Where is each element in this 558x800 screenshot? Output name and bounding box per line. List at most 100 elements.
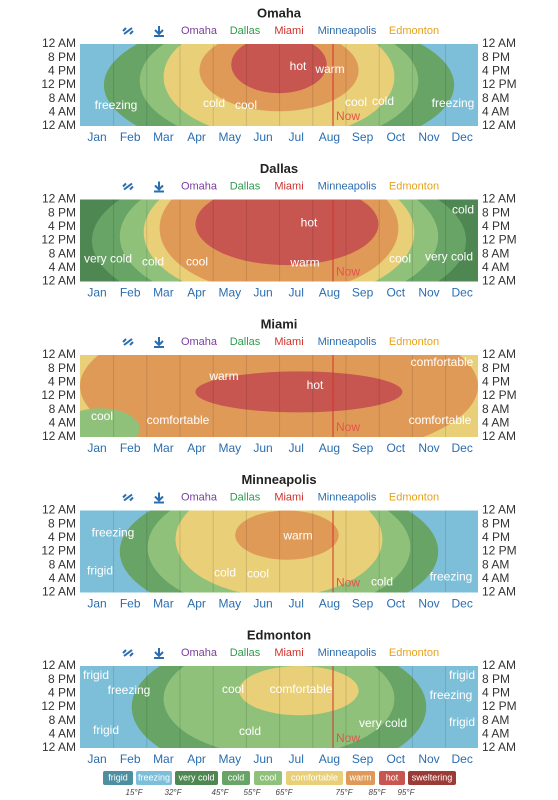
month-label: May (218, 752, 241, 766)
hour-label: 4 PM (482, 686, 510, 700)
city-link[interactable]: Omaha (181, 491, 218, 503)
hour-label: 12 AM (42, 118, 76, 132)
link-icon[interactable] (122, 649, 134, 657)
city-link[interactable]: Minneapolis (318, 180, 377, 192)
icon-shape (154, 26, 164, 37)
month-label: May (218, 286, 241, 300)
city-link[interactable]: Miami (274, 180, 303, 192)
panel-title: Dallas (260, 161, 298, 176)
now-label: Now (336, 109, 360, 123)
city-link[interactable]: Minneapolis (318, 491, 377, 503)
city-link[interactable]: Edmonton (389, 336, 439, 348)
region (239, 666, 359, 716)
city-link[interactable]: Miami (274, 25, 303, 37)
legend-label: hot (386, 772, 399, 782)
city-link[interactable]: Minneapolis (318, 336, 377, 348)
hour-label: 8 PM (482, 361, 510, 375)
link-icon[interactable] (122, 493, 134, 502)
download-icon[interactable] (154, 492, 164, 504)
city-link[interactable]: Dallas (230, 336, 261, 348)
panel: Edmonton Omaha Dallas Miami Minneapolis Edmon… (41, 627, 516, 766)
download-icon[interactable] (154, 181, 164, 193)
region-label: warm (282, 529, 312, 543)
link-icon[interactable] (122, 27, 134, 35)
hour-label: 4 AM (49, 416, 76, 430)
panel-title: Edmonton (247, 627, 311, 642)
hour-label: 8 PM (482, 672, 510, 686)
download-icon[interactable] (154, 26, 164, 37)
month-label: Dec (452, 752, 473, 766)
panel-title: Minneapolis (241, 472, 316, 487)
hour-label: 12 PM (41, 699, 76, 713)
month-label: Nov (418, 441, 439, 455)
month-label: Aug (319, 597, 340, 611)
city-link[interactable]: Dallas (230, 180, 261, 192)
region-label: cold (372, 94, 394, 108)
download-icon[interactable] (154, 337, 164, 348)
month-label: Sep (352, 441, 374, 455)
hour-label: 12 AM (42, 36, 76, 50)
region-label: frigid (449, 668, 475, 682)
hour-label: 12 AM (482, 192, 516, 206)
region-label: freezing (432, 96, 475, 110)
month-label: Oct (386, 441, 405, 455)
region-label: cold (214, 566, 236, 580)
region-label: cool (345, 95, 367, 109)
legend-swatch (408, 771, 456, 785)
hour-label: 4 PM (482, 219, 510, 233)
city-link[interactable]: Miami (274, 647, 303, 659)
legend-label: comfortable (291, 772, 338, 782)
hour-label: 8 PM (48, 50, 76, 64)
region-label: warm (314, 62, 344, 76)
legend-swatch (103, 771, 133, 785)
month-label: Feb (120, 130, 141, 144)
region-label: comfortable (411, 355, 474, 369)
hour-label: 12 AM (482, 347, 516, 361)
city-link[interactable]: Edmonton (389, 180, 439, 192)
city-link[interactable]: Omaha (181, 647, 218, 659)
city-link[interactable]: Edmonton (389, 647, 439, 659)
city-link[interactable]: Omaha (181, 180, 218, 192)
legend-swatch (346, 771, 375, 785)
region-label: cold (203, 96, 225, 110)
city-link[interactable]: Omaha (181, 25, 218, 37)
hour-label: 8 AM (49, 246, 76, 260)
region-label: cold (239, 724, 261, 738)
city-link[interactable]: Minneapolis (318, 25, 377, 37)
month-label: May (218, 597, 241, 611)
icon-shape (122, 182, 134, 191)
hour-label: 12 AM (42, 740, 76, 754)
hour-label: 4 AM (482, 105, 509, 119)
city-link[interactable]: Edmonton (389, 491, 439, 503)
region-label: frigid (83, 668, 109, 682)
link-icon[interactable] (122, 338, 134, 346)
hour-label: 12 AM (42, 658, 76, 672)
city-link[interactable]: Minneapolis (318, 647, 377, 659)
city-link[interactable]: Miami (274, 336, 303, 348)
region-label: comfortable (270, 682, 333, 696)
month-label: Mar (153, 752, 174, 766)
region-label: cold (142, 255, 164, 269)
legend-threshold: 95°F (398, 788, 416, 797)
hour-label: 8 AM (49, 402, 76, 416)
month-label: Apr (187, 597, 206, 611)
city-link[interactable]: Edmonton (389, 25, 439, 37)
plot (80, 199, 478, 282)
city-link[interactable]: Dallas (230, 491, 261, 503)
legend-threshold: 55°F (244, 788, 262, 797)
region (195, 199, 379, 266)
month-label: Mar (153, 286, 174, 300)
download-icon[interactable] (154, 648, 164, 659)
city-link[interactable]: Dallas (230, 647, 261, 659)
link-icon[interactable] (122, 182, 134, 191)
city-link[interactable]: Miami (274, 491, 303, 503)
month-label: Jan (87, 286, 106, 300)
region-label: warm (208, 369, 238, 383)
city-link[interactable]: Dallas (230, 25, 261, 37)
month-label: Jun (253, 286, 272, 300)
month-label: Jul (289, 130, 304, 144)
city-link[interactable]: Omaha (181, 336, 218, 348)
panel: Minneapolis Omaha Dallas Miami Minneapolis Ed… (41, 472, 516, 611)
month-label: Dec (452, 130, 473, 144)
